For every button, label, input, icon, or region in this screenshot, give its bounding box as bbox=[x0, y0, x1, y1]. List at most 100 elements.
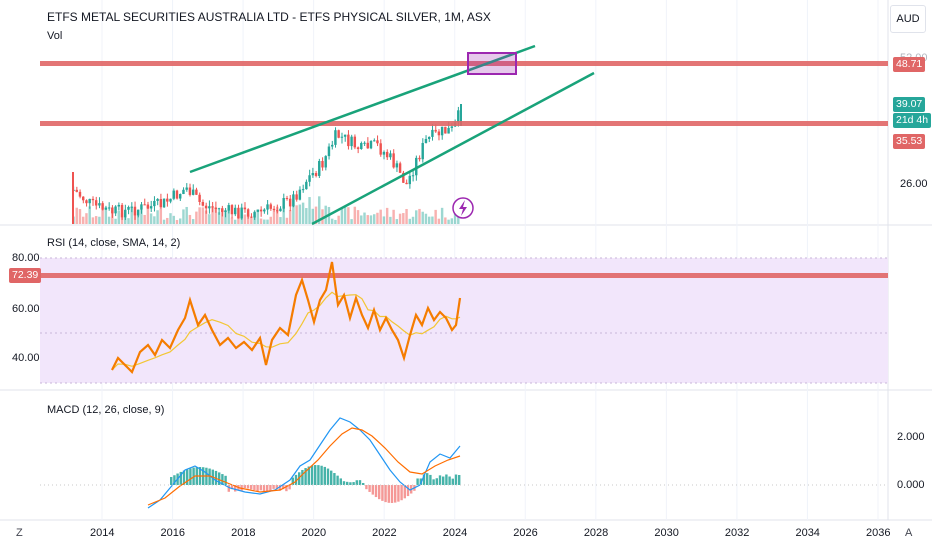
macd-histogram-bar bbox=[458, 474, 461, 485]
candlesticks[interactable] bbox=[72, 104, 462, 224]
volume-bar bbox=[427, 216, 431, 224]
macd-line[interactable] bbox=[147, 417, 461, 509]
candle-body bbox=[279, 208, 282, 212]
volume-bar bbox=[282, 206, 285, 224]
macd-histogram-bar bbox=[378, 485, 381, 500]
macd-histogram-bar bbox=[269, 485, 272, 492]
candle-body bbox=[172, 190, 175, 199]
volume-bar bbox=[91, 217, 95, 224]
macd-histogram-bar bbox=[218, 472, 221, 485]
candle-body bbox=[136, 209, 140, 216]
candle-body bbox=[427, 136, 431, 139]
rsi-line[interactable] bbox=[111, 261, 462, 374]
candle-body bbox=[402, 172, 405, 183]
candle-body bbox=[347, 134, 350, 147]
macd-histogram-bar bbox=[400, 485, 403, 501]
volume-bar bbox=[94, 216, 98, 224]
macd-histogram-bar bbox=[362, 482, 365, 485]
volume-bar bbox=[369, 215, 373, 224]
volume-bar bbox=[437, 218, 441, 224]
auto-scale-button[interactable]: A bbox=[905, 527, 913, 539]
candle-body bbox=[91, 198, 95, 201]
volume-bar bbox=[98, 216, 101, 224]
candle-body bbox=[94, 200, 98, 206]
lower-trend-line[interactable] bbox=[311, 71, 595, 226]
volume-bar bbox=[243, 214, 247, 224]
support-line[interactable] bbox=[40, 121, 888, 126]
volume-bar bbox=[347, 207, 350, 224]
lightning-icon[interactable] bbox=[452, 197, 474, 219]
target-highlight-box[interactable] bbox=[467, 52, 517, 75]
macd-histogram-bar bbox=[432, 479, 435, 485]
rsi-tick: 40.00 bbox=[12, 352, 40, 364]
zoom-reset-button[interactable]: Z bbox=[16, 527, 23, 539]
volume-bar bbox=[208, 214, 211, 224]
year-label: 2034 bbox=[795, 527, 820, 539]
candle-body bbox=[182, 189, 185, 195]
candle-body bbox=[282, 198, 285, 209]
year-label: 2016 bbox=[160, 527, 186, 539]
volume-bar bbox=[256, 209, 260, 224]
candle-body bbox=[392, 153, 395, 168]
candle-body bbox=[311, 173, 314, 176]
currency-button[interactable]: AUD bbox=[890, 5, 926, 33]
candle-body bbox=[424, 138, 428, 143]
candle-body bbox=[233, 207, 237, 215]
macd-histogram-bar bbox=[221, 474, 224, 485]
candle-body bbox=[166, 198, 169, 202]
volume-bar bbox=[78, 209, 82, 224]
candle-body bbox=[431, 129, 434, 137]
candle-body bbox=[321, 160, 324, 168]
macd-histogram-bar bbox=[403, 485, 406, 499]
volume-bar bbox=[269, 216, 272, 224]
rsi-tick: 60.00 bbox=[12, 303, 40, 315]
volume-bar bbox=[107, 216, 111, 224]
macd-histogram-bar bbox=[230, 485, 234, 490]
volume-bar bbox=[75, 207, 78, 224]
macd-histogram-bar bbox=[294, 474, 298, 485]
candle-body bbox=[356, 147, 360, 150]
volume-bar bbox=[366, 215, 369, 224]
macd-histogram-bar bbox=[179, 471, 182, 485]
volume-bar bbox=[204, 210, 208, 224]
rsi-level-line[interactable] bbox=[40, 273, 888, 278]
price-tick: 26.00 bbox=[900, 178, 928, 190]
candle-body bbox=[457, 110, 460, 123]
volume-bar bbox=[169, 213, 172, 224]
macd-histogram-bar bbox=[326, 468, 330, 485]
volume-bar bbox=[136, 214, 140, 224]
volume-bars bbox=[72, 196, 460, 224]
macd-histogram-bar bbox=[336, 475, 339, 485]
macd-histogram-bar bbox=[438, 475, 442, 485]
candle-body bbox=[324, 156, 327, 168]
volume-bar bbox=[179, 218, 182, 224]
macd-histogram-bar bbox=[342, 481, 346, 485]
macd-histogram-bar bbox=[374, 485, 378, 498]
macd-histogram-bar bbox=[173, 475, 176, 485]
candle-body bbox=[246, 209, 250, 217]
resistance-line[interactable] bbox=[40, 61, 888, 66]
candle-body bbox=[382, 151, 386, 155]
candle-body bbox=[191, 189, 195, 195]
volume-bar bbox=[195, 211, 198, 224]
macd-label: MACD (12, 26, close, 9) bbox=[47, 404, 165, 416]
candle-body bbox=[263, 209, 266, 212]
candle-body bbox=[447, 127, 450, 134]
volume-bar bbox=[431, 216, 434, 224]
macd-histogram-bar bbox=[266, 485, 269, 492]
macd-histogram-bar bbox=[250, 485, 253, 490]
candle-body bbox=[146, 204, 150, 209]
macd-histogram-bar bbox=[285, 485, 288, 492]
volume-bar bbox=[295, 205, 298, 224]
macd-histogram-bar bbox=[272, 485, 275, 489]
signal-line[interactable] bbox=[147, 427, 461, 506]
volume-bar bbox=[376, 212, 379, 224]
macd-histogram-bar bbox=[314, 465, 317, 485]
upper-trend-line[interactable] bbox=[189, 44, 536, 174]
candle-body bbox=[159, 198, 163, 208]
candle-body bbox=[237, 207, 240, 219]
candle-body bbox=[143, 204, 146, 206]
volume-bar bbox=[153, 216, 156, 224]
volume-bar bbox=[221, 209, 224, 224]
